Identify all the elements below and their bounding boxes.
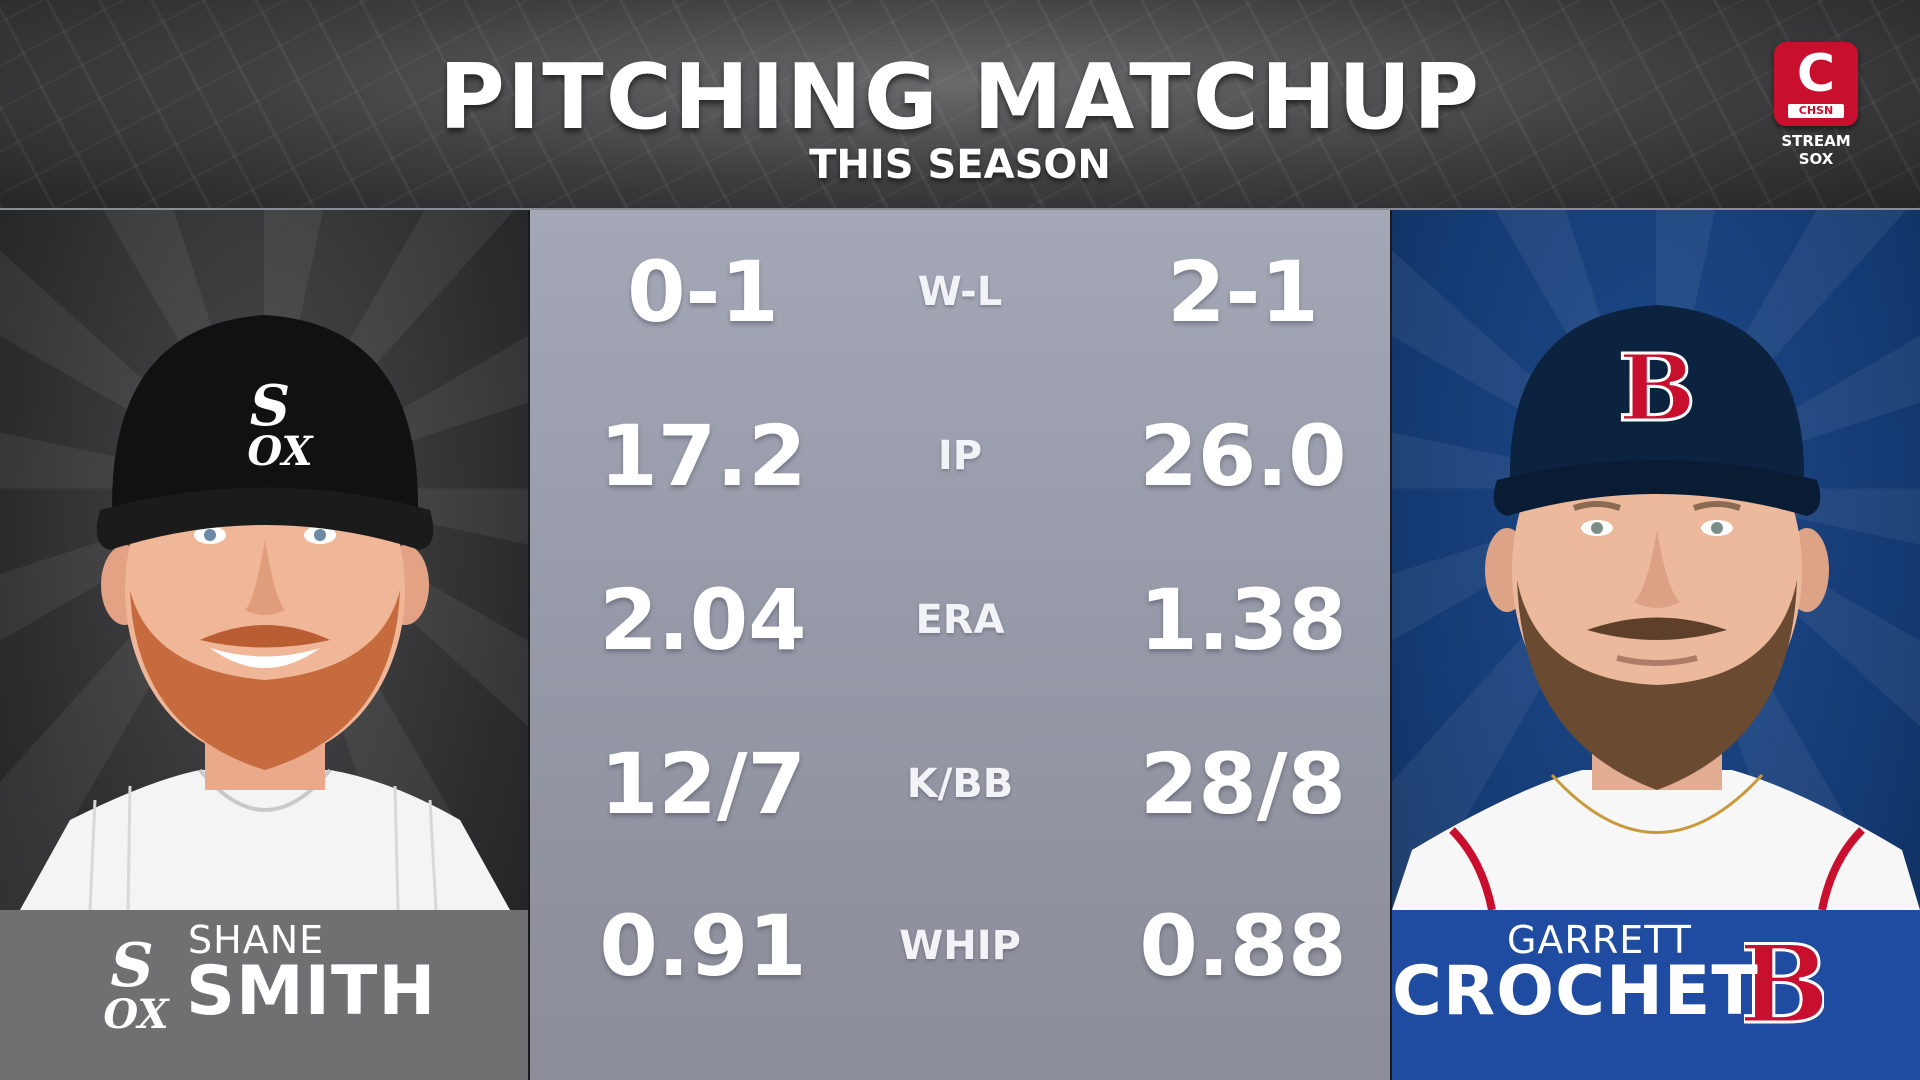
right-pitcher-last-name: CROCHET — [1392, 952, 1759, 1031]
stat-row-wl: 0-1 W-L 2-1 — [530, 232, 1390, 352]
right-pitcher-panel: B B — [1392, 210, 1920, 1080]
left-stat-value: 0.91 — [599, 897, 807, 995]
right-stat-value: 0.88 — [1139, 897, 1347, 995]
left-stat-value: 2.04 — [599, 571, 807, 669]
network-tagline: STREAM SOX — [1781, 132, 1851, 168]
left-pitcher-panel: S OX S OX — [0, 210, 528, 1080]
page-title: PITCHING MATCHUP — [438, 45, 1482, 150]
right-stat-value: 26.0 — [1139, 407, 1347, 505]
left-stat-value: 0-1 — [627, 243, 779, 341]
stat-label: ERA — [915, 597, 1005, 643]
white-sox-logo-icon: S OX — [103, 931, 170, 1038]
network-badge-icon: C CHSN — [1774, 42, 1858, 126]
left-pitcher-first-name: SHANE — [188, 918, 325, 962]
stat-row-kbb: 12/7 K/BB 28/8 — [530, 724, 1390, 844]
left-pitcher-headshot: S OX — [20, 315, 510, 910]
svg-text:B: B — [1618, 334, 1696, 442]
svg-text:S: S — [250, 373, 290, 439]
stat-row-ip: 17.2 IP 26.0 — [530, 396, 1390, 516]
right-stat-value: 28/8 — [1139, 735, 1347, 833]
stats-table: 0-1 W-L 2-1 17.2 IP 26.0 2.04 ERA 1.38 1… — [530, 210, 1390, 1080]
stat-label: W-L — [917, 269, 1003, 315]
network-name: CHSN — [1788, 104, 1844, 118]
red-sox-logo-icon: B — [1744, 922, 1824, 1042]
left-pitcher-last-name: SMITH — [186, 952, 437, 1031]
svg-text:B: B — [1744, 922, 1824, 1042]
stat-label: K/BB — [906, 761, 1014, 807]
network-logo: C CHSN STREAM SOX — [1766, 38, 1866, 168]
stat-label: WHIP — [899, 923, 1021, 969]
right-pitcher-nameplate: B — [1392, 910, 1920, 1080]
left-pitcher-nameplate: S OX — [0, 910, 528, 1080]
stat-label: IP — [937, 433, 983, 479]
svg-text:OX: OX — [247, 428, 314, 475]
header: PITCHING MATCHUP THIS SEASON C CHSN STRE… — [0, 0, 1920, 210]
svg-text:S: S — [110, 931, 153, 1001]
stat-row-era: 2.04 ERA 1.38 — [530, 560, 1390, 680]
stat-row-whip: 0.91 WHIP 0.88 — [530, 886, 1390, 1006]
right-pitcher-first-name: GARRETT — [1506, 918, 1692, 962]
right-stat-value: 2-1 — [1167, 243, 1319, 341]
network-letter: C — [1796, 44, 1836, 104]
svg-text:OX: OX — [103, 991, 170, 1038]
right-stat-value: 1.38 — [1139, 571, 1347, 669]
left-stat-value: 17.2 — [599, 407, 807, 505]
right-pitcher-headshot: B — [1392, 305, 1920, 910]
left-stat-value: 12/7 — [599, 735, 807, 833]
page-subtitle: THIS SEASON — [809, 142, 1111, 188]
